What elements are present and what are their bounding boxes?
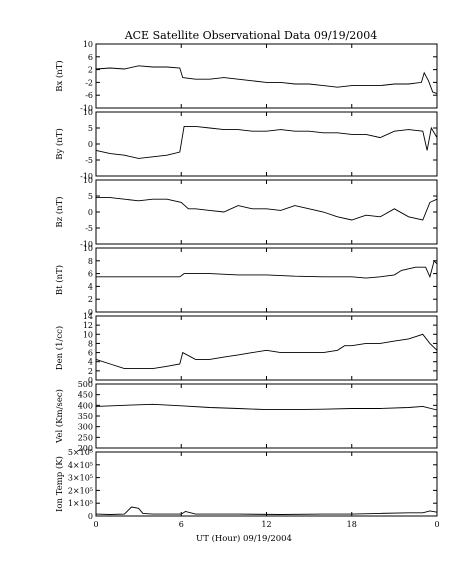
- y-tick-label: 8: [88, 339, 93, 348]
- y-tick-label: 5: [88, 192, 93, 201]
- x-tick-label: 6: [179, 520, 184, 529]
- y-axis-label: Den (1/cc): [54, 326, 65, 370]
- y-tick-label: 10: [83, 330, 93, 339]
- y-tick-label: 0: [88, 140, 93, 149]
- y-tick-label: 2×10⁵: [68, 486, 93, 495]
- y-axis-label: Vel (Km/sec): [54, 389, 65, 444]
- y-tick-label: -10: [80, 240, 93, 249]
- y-tick-label: -5: [85, 156, 93, 165]
- y-tick-label: 10: [83, 108, 93, 117]
- y-tick-label: 6: [88, 270, 93, 279]
- y-axis-label: By (nT): [54, 128, 65, 160]
- y-tick-label: 10: [83, 40, 93, 49]
- y-tick-label: 8: [88, 257, 93, 266]
- y-tick-label: 400: [78, 401, 93, 410]
- y-tick-label: 4×10⁵: [68, 461, 93, 470]
- y-tick-label: 6: [88, 53, 93, 62]
- y-tick-label: 2: [88, 295, 93, 304]
- x-axis-label: UT (Hour) 09/19/2004: [196, 533, 292, 544]
- series-line-den: [95, 333, 438, 370]
- y-tick-label: 3×10⁵: [68, 474, 93, 483]
- y-tick-label: -6: [85, 91, 93, 100]
- x-tick-label: 12: [261, 520, 271, 529]
- y-tick-label: 10: [83, 176, 93, 185]
- y-tick-label: 300: [78, 423, 93, 432]
- y-axis-label: Ion Temp (K): [54, 456, 65, 512]
- y-tick-label: 0: [88, 308, 93, 317]
- y-tick-label: -10: [80, 172, 93, 181]
- series-line-bz: [96, 197, 438, 221]
- series-line-bt: [96, 259, 438, 279]
- series-line-by: [95, 125, 438, 159]
- panel-bz: -10 -5 0 5 10 Bz (nT): [54, 176, 438, 249]
- y-tick-label: 0: [88, 512, 93, 521]
- panel-frame: [95, 383, 438, 449]
- panel-frame: [95, 315, 438, 381]
- y-tick-label: 14: [83, 312, 93, 321]
- y-tick-label: -10: [80, 104, 93, 113]
- y-axis-label: Bt (nT): [54, 265, 65, 295]
- y-axis-label: Bx (nT): [54, 60, 65, 92]
- y-tick-label: -5: [85, 224, 93, 233]
- y-tick-label: 350: [78, 412, 93, 421]
- y-tick-label: 200: [78, 444, 93, 453]
- y-axis-label: Bz (nT): [54, 196, 65, 227]
- y-tick-label: 450: [78, 391, 93, 400]
- panel-frame: [95, 43, 438, 109]
- series-line-ion-temp: [95, 506, 438, 515]
- y-tick-label: 2: [88, 367, 93, 376]
- panel-frame: [95, 179, 438, 245]
- panel-bx: -10 -6 -2 2 6 10 Bx (nT): [54, 40, 438, 113]
- x-tick-label: 0: [434, 520, 439, 529]
- x-tick-label: 18: [347, 520, 357, 529]
- y-tick-label: 4: [88, 282, 93, 291]
- panel-frame: [95, 111, 438, 177]
- y-tick-label: -2: [85, 78, 93, 87]
- y-tick-label: 5: [88, 124, 93, 133]
- y-tick-label: 6: [88, 349, 93, 358]
- series-line-vel: [95, 403, 438, 411]
- y-tick-label: 10: [83, 244, 93, 253]
- y-tick-label: 500: [78, 380, 93, 389]
- y-tick-label: 1×10⁵: [68, 499, 93, 508]
- y-tick-label: 0: [88, 376, 93, 385]
- y-tick-label: 5×10⁵: [68, 448, 93, 457]
- y-tick-label: 250: [78, 433, 93, 442]
- x-axis: 0 6 12 18 0: [93, 520, 439, 529]
- y-tick-label: 2: [88, 66, 93, 75]
- panel-bt: 0 2 4 6 8 10 Bt (nT): [54, 244, 438, 317]
- series-line-bx: [95, 65, 438, 95]
- panel-frame: [95, 247, 438, 313]
- y-tick-label: 0: [88, 208, 93, 217]
- y-tick-label: 4: [88, 358, 93, 367]
- x-tick-label: 0: [93, 520, 98, 529]
- panel-by: -10 -5 0 5 10 By (nT): [54, 108, 438, 181]
- y-tick-label: 12: [83, 321, 93, 330]
- panels-group: -10 -6 -2 2 6 10 Bx (nT) -10 -5 0 5 10 By (nT) -10 -5 0…: [54, 40, 438, 521]
- chart-title: ACE Satellite Observational Data 09/19/2…: [124, 29, 378, 42]
- panel-frame: [95, 451, 438, 517]
